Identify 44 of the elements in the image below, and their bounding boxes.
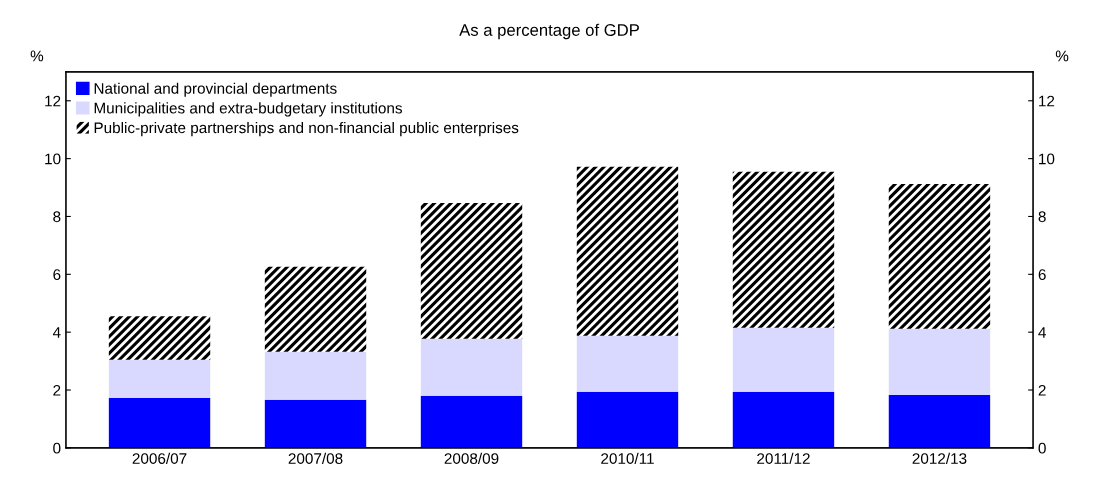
- bar: [888, 184, 991, 329]
- bar: [108, 398, 211, 448]
- y-tick-label: 2: [53, 384, 61, 396]
- y-tick-label: 8: [53, 211, 61, 223]
- x-tick-label: 2011/12: [757, 452, 810, 464]
- y2-tick-label: 10: [1039, 153, 1055, 165]
- x-tick-label: 2006/07: [132, 452, 187, 464]
- bar: [108, 316, 211, 360]
- y2-tick-label: 4: [1038, 327, 1046, 338]
- bar: [732, 327, 835, 392]
- bar: [264, 351, 367, 400]
- y2-tick-label: 8: [1038, 211, 1046, 223]
- legend-label: Municipalities and extra-budgetary institutions: [94, 102, 402, 117]
- x-tick-label: 2012/13: [912, 452, 967, 464]
- legend-label: National and provincial departments: [94, 82, 337, 97]
- bar: [264, 399, 367, 448]
- bar: [732, 171, 835, 328]
- y-tick-label: 4: [52, 327, 61, 338]
- chart-title: As a percentage of GDP: [459, 23, 639, 40]
- y2-axis-title: %: [1055, 50, 1069, 62]
- bar: [108, 359, 211, 399]
- bar: [576, 335, 679, 392]
- y-tick-label: 12: [45, 95, 61, 107]
- x-tick-label: 2007/08: [288, 452, 343, 464]
- y2-tick-label: 2: [1038, 384, 1046, 396]
- bar: [888, 328, 991, 395]
- bar: [420, 338, 523, 396]
- bar: [264, 266, 367, 352]
- y-tick-label: 10: [45, 153, 61, 165]
- y2-tick-label: 12: [1039, 95, 1055, 107]
- bar: [732, 391, 835, 448]
- y-tick-label: 6: [53, 269, 61, 281]
- bar: [576, 166, 679, 336]
- y-tick-label: 0: [53, 442, 61, 454]
- bar: [888, 394, 991, 448]
- bar: [420, 395, 523, 448]
- y-axis-title: %: [30, 50, 44, 62]
- legend-label: Public-private partnerships and non-financial public enterprises: [94, 121, 519, 137]
- bar: [576, 391, 679, 448]
- x-tick-label: 2008/09: [444, 452, 499, 464]
- x-tick-label: 2010/11: [601, 452, 654, 464]
- bar: [420, 202, 523, 339]
- y2-tick-label: 0: [1038, 442, 1046, 454]
- y2-tick-label: 6: [1038, 269, 1046, 281]
